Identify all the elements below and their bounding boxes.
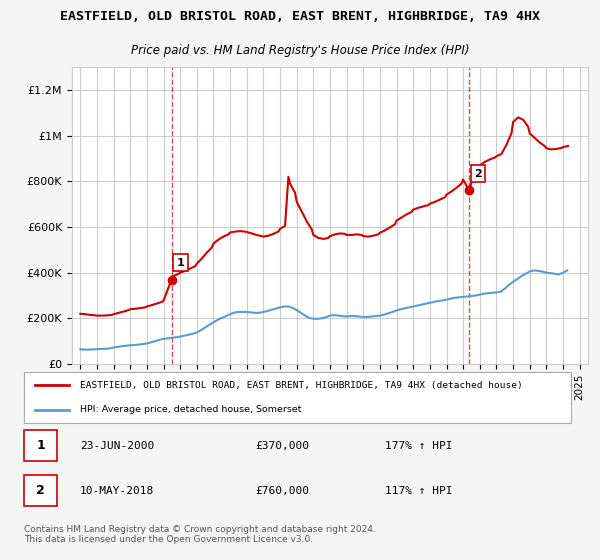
Text: 2: 2 (474, 169, 482, 179)
Text: EASTFIELD, OLD BRISTOL ROAD, EAST BRENT, HIGHBRIDGE, TA9 4HX (detached house): EASTFIELD, OLD BRISTOL ROAD, EAST BRENT,… (80, 381, 523, 390)
FancyBboxPatch shape (23, 430, 58, 461)
FancyBboxPatch shape (23, 372, 571, 423)
Text: £370,000: £370,000 (255, 441, 309, 451)
Text: 1: 1 (176, 258, 184, 268)
FancyBboxPatch shape (23, 475, 58, 506)
Text: 1: 1 (36, 439, 45, 452)
Text: Contains HM Land Registry data © Crown copyright and database right 2024.
This d: Contains HM Land Registry data © Crown c… (23, 525, 376, 544)
Text: 177% ↑ HPI: 177% ↑ HPI (385, 441, 452, 451)
Text: 117% ↑ HPI: 117% ↑ HPI (385, 486, 452, 496)
Text: 23-JUN-2000: 23-JUN-2000 (80, 441, 154, 451)
Text: EASTFIELD, OLD BRISTOL ROAD, EAST BRENT, HIGHBRIDGE, TA9 4HX: EASTFIELD, OLD BRISTOL ROAD, EAST BRENT,… (60, 10, 540, 24)
Text: 2: 2 (36, 484, 45, 497)
Text: 10-MAY-2018: 10-MAY-2018 (80, 486, 154, 496)
Text: £760,000: £760,000 (255, 486, 309, 496)
Text: Price paid vs. HM Land Registry's House Price Index (HPI): Price paid vs. HM Land Registry's House … (131, 44, 469, 57)
Text: HPI: Average price, detached house, Somerset: HPI: Average price, detached house, Some… (80, 405, 302, 414)
